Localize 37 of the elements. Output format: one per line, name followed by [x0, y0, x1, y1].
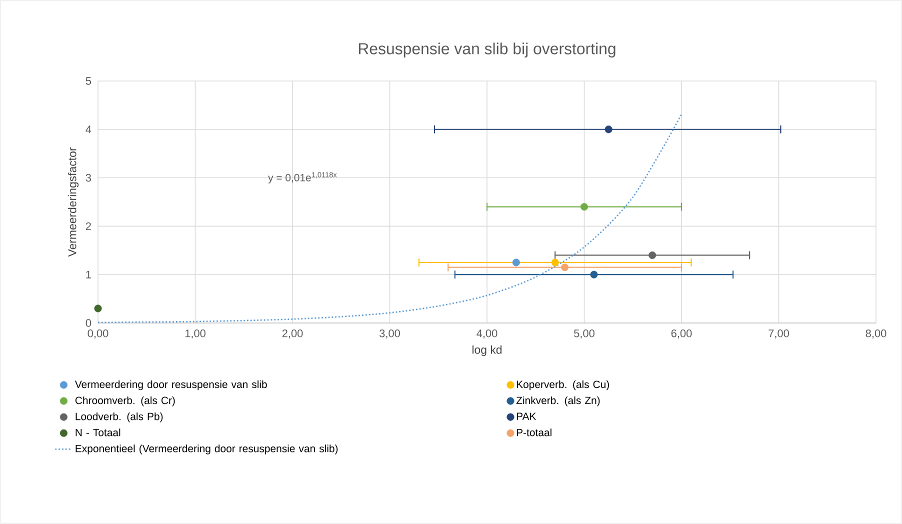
legend-label: Exponentieel (Vermeerdering door resuspensie van slib): [76, 444, 338, 454]
annotation: y = 0,01e$^{1,0118x}$: [268, 172, 337, 184]
point: [590, 270, 598, 278]
legend-label: Loodverb. (als Pb): [76, 412, 163, 422]
point: [561, 264, 569, 272]
line-series: [97, 114, 682, 324]
y-axis-title: Vermeerderingsfactor: [68, 147, 79, 257]
chart-title: Resuspensie van slib bij overstorting: [358, 42, 616, 58]
legend-label: PAK: [516, 412, 536, 420]
point: [512, 258, 520, 266]
legend-label: Zinkverb. (als Zn): [516, 396, 600, 406]
x-axis-title: log kd: [472, 345, 502, 356]
legend-label: Vermeerdering door resuspensie van slib: [74, 380, 267, 390]
x-tick-label: 8,00: [866, 330, 886, 339]
y-tick-label: 1: [86, 270, 91, 278]
x-tick-label: 5,00: [574, 330, 594, 339]
y-tick-label: 4: [86, 126, 92, 134]
point: [551, 258, 559, 266]
x-tick-label: 2,00: [282, 330, 303, 339]
legend-label: Chroomverb. (als Cr): [75, 396, 175, 406]
x-tick-label: 0,00: [88, 330, 108, 339]
y-tick-label: 5: [86, 77, 92, 85]
y-tick-label: 0: [86, 319, 92, 327]
point: [648, 251, 656, 260]
x-tick-label: 1,00: [185, 330, 206, 339]
legend-label: Koperverb. (als Cu): [516, 380, 609, 390]
y-tick-label: 3: [86, 174, 92, 182]
x-tick-label: 4,00: [476, 330, 498, 339]
legend-label: P-totaal: [516, 428, 552, 436]
point: [580, 203, 588, 211]
point: [604, 126, 612, 134]
y-tick-label: 2: [86, 222, 91, 230]
x-tick-label: 7,00: [768, 330, 789, 339]
x-tick-label: 3,00: [380, 330, 400, 339]
point: [94, 304, 102, 312]
legend-label: N - Totaal: [76, 428, 120, 436]
x-tick-label: 6,00: [671, 330, 692, 339]
